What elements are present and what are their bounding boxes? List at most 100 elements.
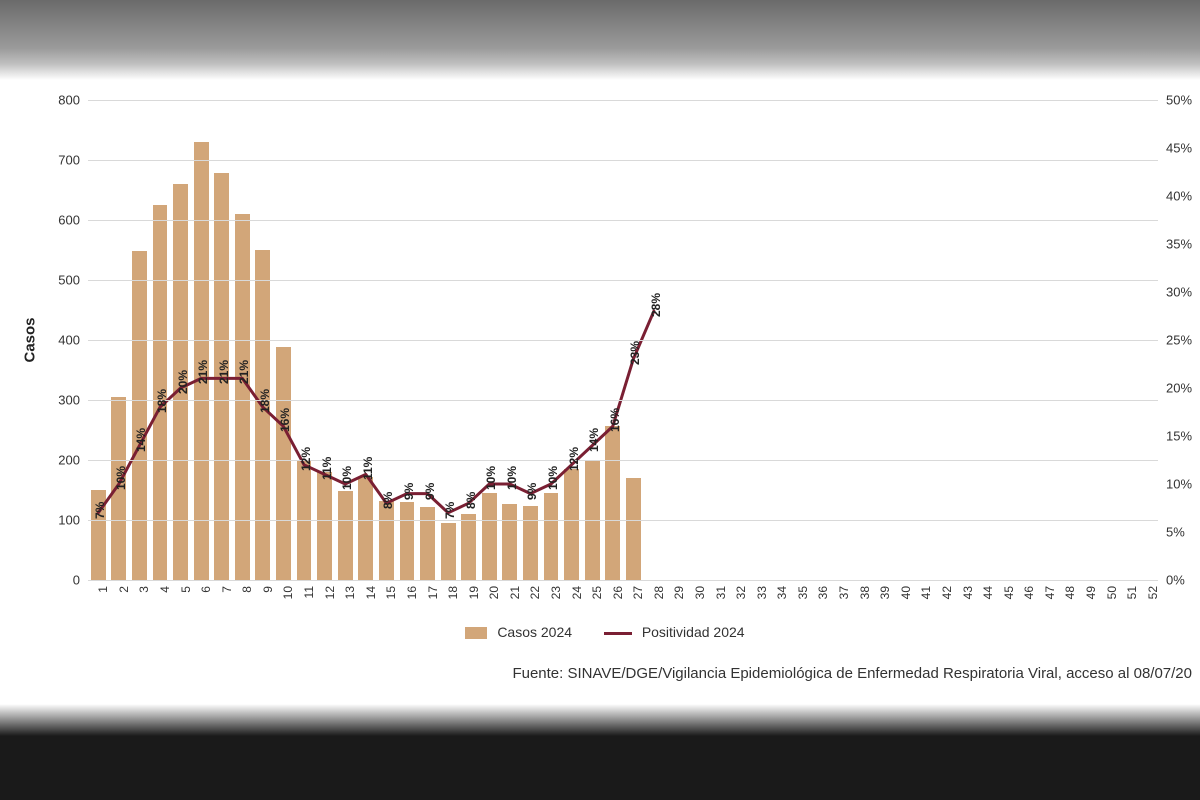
x-tick-label: 41 [919,586,933,599]
x-tick-label: 16 [405,586,419,599]
x-tick-label: 42 [940,586,954,599]
y1-tick-label: 100 [10,513,80,528]
source-text: Fuente: SINAVE/DGE/Vigilancia Epidemioló… [10,665,1200,682]
y2-tick-label: 40% [1166,189,1200,204]
x-tick-label: 1 [96,586,110,593]
gridline [88,160,1158,161]
x-tick-label: 21 [508,586,522,599]
y2-tick-label: 20% [1166,381,1200,396]
x-tick-label: 25 [590,586,604,599]
x-tick-label: 28 [652,586,666,599]
line-point-label: 11% [361,457,375,480]
x-tick-label: 6 [199,586,213,593]
line-point-label: 16% [278,408,292,432]
x-tick-label: 23 [549,586,563,599]
x-tick-label: 15 [384,586,398,599]
x-tick-label: 43 [961,586,975,599]
x-tick-label: 36 [816,586,830,599]
x-tick-label: 14 [364,586,378,599]
line-point-label: 23% [628,341,642,365]
gridline [88,340,1158,341]
y2-tick-label: 15% [1166,429,1200,444]
x-tick-label: 9 [261,586,275,593]
x-tick-label: 2 [117,586,131,593]
line-point-label: 10% [546,466,560,490]
line-point-label: 10% [484,466,498,490]
x-tick-label: 40 [899,586,913,599]
x-tick-label: 39 [878,586,892,599]
x-tick-label: 12 [323,586,337,599]
x-tick-label: 4 [158,586,172,593]
gridline [88,460,1158,461]
line-point-label: 12% [567,447,581,471]
line-point-label: 16% [608,408,622,432]
gridline [88,400,1158,401]
y1-tick-label: 800 [10,93,80,108]
legend: Casos 2024 Positividad 2024 [10,624,1200,640]
chart-panel: Casos Positividad 0100200300400500600700… [10,80,1200,700]
x-tick-label: 50 [1105,586,1119,599]
x-tick-label: 27 [631,586,645,599]
gridline [88,580,1158,581]
line-point-label: 11% [320,457,334,480]
line-point-label: 21% [196,360,210,384]
x-tick-label: 19 [467,586,481,599]
x-tick-label: 8 [240,586,254,593]
line-point-label: 8% [464,492,478,509]
x-tick-label: 18 [446,586,460,599]
line-point-label: 18% [155,389,169,413]
x-tick-label: 32 [734,586,748,599]
line-point-label: 9% [525,482,539,499]
x-tick-label: 29 [672,586,686,599]
y1-tick-label: 0 [10,573,80,588]
gridline [88,280,1158,281]
line-point-label: 7% [93,501,107,518]
x-tick-label: 24 [570,586,584,599]
line-point-label: 8% [381,492,395,509]
y1-tick-label: 200 [10,453,80,468]
x-tick-label: 45 [1002,586,1016,599]
x-tick-label: 10 [281,586,295,599]
screenshot-frame: Casos Positividad 0100200300400500600700… [0,0,1200,800]
x-tick-label: 37 [837,586,851,599]
x-tick-label: 30 [693,586,707,599]
x-tick-label: 47 [1043,586,1057,599]
legend-bar-label: Casos 2024 [497,624,572,640]
gridline [88,100,1158,101]
y1-tick-label: 300 [10,393,80,408]
x-tick-label: 48 [1063,586,1077,599]
y2-tick-label: 10% [1166,477,1200,492]
x-tick-label: 26 [611,586,625,599]
legend-line-swatch [604,632,632,635]
line-point-label: 10% [340,466,354,490]
line-point-label: 9% [402,482,416,499]
positivity-line [98,311,654,513]
line-point-label: 14% [587,428,601,452]
y2-tick-label: 5% [1166,525,1200,540]
line-point-label: 14% [134,428,148,452]
y2-tick-label: 45% [1166,141,1200,156]
y1-tick-label: 600 [10,213,80,228]
y2-tick-label: 50% [1166,93,1200,108]
x-tick-label: 44 [981,586,995,599]
y2-tick-label: 25% [1166,333,1200,348]
x-tick-label: 7 [220,586,234,593]
x-tick-label: 5 [179,586,193,593]
gridline [88,520,1158,521]
line-point-label: 20% [176,370,190,394]
x-tick-label: 49 [1084,586,1098,599]
y2-tick-label: 0% [1166,573,1200,588]
y2-tick-label: 35% [1166,237,1200,252]
x-tick-label: 13 [343,586,357,599]
plot-area: Casos Positividad 0100200300400500600700… [88,100,1158,580]
x-tick-label: 51 [1125,586,1139,599]
line-point-label: 21% [217,360,231,384]
legend-bar-swatch [465,627,487,639]
line-point-label: 21% [237,360,251,384]
line-point-label: 7% [443,501,457,518]
line-point-label: 10% [505,466,519,490]
x-tick-label: 46 [1022,586,1036,599]
legend-line-label: Positividad 2024 [642,624,745,640]
x-tick-label: 20 [487,586,501,599]
x-tick-label: 52 [1146,586,1160,599]
